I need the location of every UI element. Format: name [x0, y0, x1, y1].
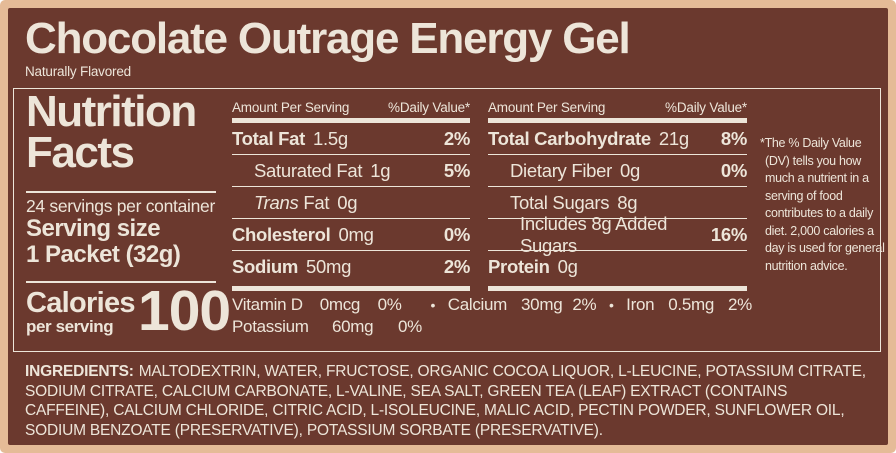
flavor-subtitle: Naturally Flavored	[25, 64, 131, 79]
nutrition-facts-title: Nutrition Facts	[26, 87, 222, 177]
bullet-separator-icon: •	[430, 297, 436, 313]
panel-divider-top	[26, 191, 216, 193]
nutrient-amount: 50mg	[306, 256, 352, 277]
micronutrient-dv: 0%	[398, 317, 422, 336]
label-background: Chocolate Outrage Energy Gel Naturally F…	[8, 8, 888, 445]
nutrient-dv: 0%	[720, 159, 747, 181]
nutrient-label: Protein	[488, 256, 550, 277]
nutrient-amount: 8g	[617, 191, 638, 213]
amount-per-serving-label: Amount Per Serving	[488, 100, 606, 115]
nutrition-facts-title-line1: Nutrition	[26, 87, 197, 136]
micronutrient-name: Calcium	[447, 295, 508, 314]
nutrient-amount: 0mg	[338, 223, 374, 245]
calories-per-serving-label: per serving	[26, 317, 114, 336]
ingredients-text: MALTODEXTRIN, WATER, FRUCTOSE, ORGANIC C…	[25, 363, 866, 439]
nutrient-row-dietary-fiber: Dietary Fiber 0g 0%	[488, 155, 747, 187]
nutrient-row-total-fat: Total Fat 1.5g 2%	[232, 123, 470, 155]
nutrient-dv: 5%	[443, 159, 470, 181]
nutrient-amount: 0g	[620, 159, 640, 181]
nutrient-row-saturated-fat: Saturated Fat 1g 5%	[232, 155, 470, 187]
nutrient-row-protein: Protein 0g	[488, 251, 747, 283]
micronutrient-amount: 30mg	[521, 295, 563, 314]
serving-size-label: Serving size	[26, 215, 161, 242]
ingredients-section: INGREDIENTS: MALTODEXTRIN, WATER, FRUCTOS…	[25, 362, 871, 440]
amount-per-serving-label: Amount Per Serving	[232, 100, 350, 115]
nutrient-label: Includes 8g Added Sugars	[520, 212, 668, 256]
micronutrient-name: Vitamin D	[232, 295, 303, 314]
nutrition-facts-box: Nutrition Facts 24 servings per containe…	[13, 87, 885, 352]
nutrient-dv: 2%	[443, 127, 470, 149]
micronutrient-amount: 60mg	[332, 317, 374, 336]
micronutrients-section: Vitamin D 0mcg 0% • Calcium 30mg 2% • Ir…	[232, 294, 752, 338]
nutrient-column-fats: Amount Per Serving %Daily Value* Total F…	[232, 89, 470, 291]
calories-block: Calories per serving	[26, 287, 136, 336]
micronutrients-line1: Vitamin D 0mcg 0% • Calcium 30mg 2% • Ir…	[232, 294, 752, 316]
nutrient-label: Total Carbohydrate	[488, 127, 651, 149]
nutrient-amount: 0g	[557, 256, 578, 277]
nutrient-row-sodium: Sodium 50mg 2%	[232, 251, 470, 283]
nutrient-amount: 1g	[370, 159, 391, 181]
nutrition-facts-title-line2: Facts	[26, 128, 135, 177]
label-header: Chocolate Outrage Energy Gel Naturally F…	[25, 14, 785, 79]
nutrient-dv: 16%	[710, 223, 747, 245]
calories-value: 100	[138, 279, 231, 343]
micronutrient-amount: 0mcg	[319, 295, 361, 314]
bullet-separator-icon: •	[608, 297, 614, 313]
micronutrient-amount: 0.5mg	[668, 295, 714, 314]
micronutrient-dv: 0%	[377, 295, 402, 314]
nutrient-dv: 0%	[443, 223, 470, 245]
nutrition-facts-panel: Nutrition Facts	[26, 87, 222, 177]
nutrient-column-carbs: Amount Per Serving %Daily Value* Total C…	[488, 89, 747, 291]
column-header: Amount Per Serving %Daily Value*	[232, 89, 470, 115]
daily-value-label: %Daily Value*	[388, 100, 470, 115]
nutrient-row-trans-fat: Trans Fat 0g	[232, 187, 470, 219]
panel-divider-bottom	[26, 281, 216, 283]
micronutrient-dv: 2%	[728, 295, 752, 314]
thick-divider	[488, 118, 747, 123]
nutrient-row-total-sugars: Total Sugars 8g	[488, 187, 747, 219]
daily-value-footnote: *The % Daily Value (DV) tells you how mu…	[760, 136, 885, 273]
nutrient-label: Sodium	[232, 256, 299, 277]
nutrient-label: Dietary Fiber	[510, 159, 612, 181]
calories-label: Calories	[26, 287, 136, 319]
micronutrient-name: Iron	[626, 295, 655, 314]
servings-per-container: 24 servings per container	[26, 196, 215, 216]
micronutrients-line2: Potassium 60mg 0%	[232, 316, 752, 338]
thick-divider	[232, 286, 470, 291]
nutrient-row-total-carbohydrate: Total Carbohydrate 21g 8%	[488, 123, 747, 155]
daily-value-label: %Daily Value*	[665, 100, 747, 115]
thick-divider	[488, 286, 747, 291]
column-header: Amount Per Serving %Daily Value*	[488, 89, 747, 115]
product-title: Chocolate Outrage Energy Gel	[25, 14, 631, 63]
nutrient-dv: 2%	[443, 256, 470, 277]
micronutrient-dv: 2%	[572, 295, 597, 314]
nutrient-row-added-sugars: Includes 8g Added Sugars 16%	[488, 213, 747, 256]
nutrient-label: Saturated Fat	[254, 159, 363, 181]
nutrient-row-cholesterol: Cholesterol 0mg 0%	[232, 219, 470, 251]
nutrient-dv: 8%	[720, 127, 747, 149]
serving-size-value: 1 Packet (32g)	[26, 241, 181, 268]
nutrient-label: Total Fat	[232, 127, 306, 149]
nutrient-label: Fat	[303, 191, 330, 213]
nutrient-label: Cholesterol	[232, 223, 331, 245]
nutrient-amount: 21g	[658, 127, 689, 149]
nutrient-amount: 0g	[337, 191, 358, 213]
thick-divider	[232, 118, 470, 123]
micronutrient-name: Potassium	[232, 317, 309, 336]
nutrient-label: Total Sugars	[510, 191, 610, 213]
nutrient-label-italic: Trans	[254, 191, 299, 213]
ingredients-label: INGREDIENTS:	[25, 363, 134, 380]
nutrient-amount: 1.5g	[313, 127, 348, 149]
